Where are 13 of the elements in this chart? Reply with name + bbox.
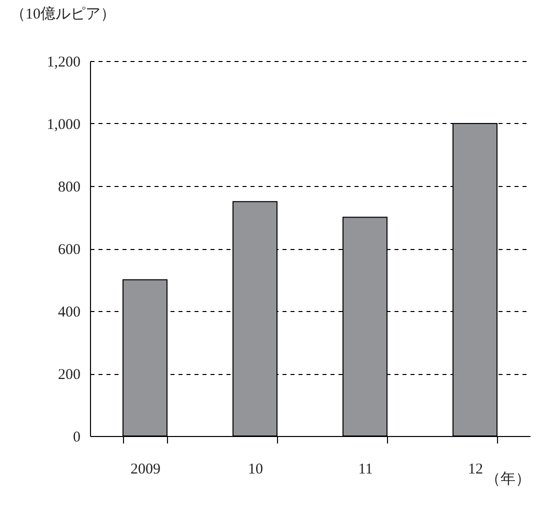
x-tick-label: 11	[358, 462, 373, 478]
y-tick-label: 400	[58, 304, 80, 320]
y-tick-label: 600	[58, 242, 80, 258]
x-axis-title: （年）	[486, 470, 530, 488]
x-tick-label: 2009	[130, 462, 160, 478]
y-tick-label: 0	[73, 430, 80, 446]
y-tick-label: 200	[58, 367, 80, 383]
y-tick-label: 1,200	[46, 54, 80, 70]
x-tick-label: 12	[468, 462, 483, 478]
y-tick-label: 1,000	[46, 117, 80, 133]
x-tick-label: 10	[248, 462, 263, 478]
y-tick-label: 800	[58, 180, 80, 196]
y-axis-title: （10億ルピア）	[10, 6, 116, 22]
